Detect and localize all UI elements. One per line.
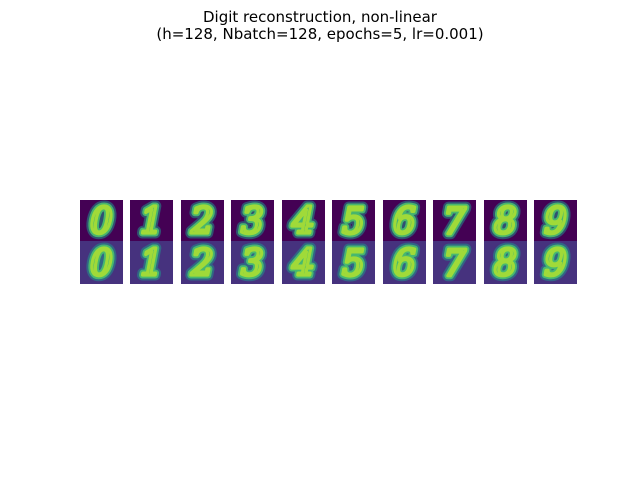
svg-text:2: 2 (190, 202, 214, 242)
svg-text:1: 1 (140, 244, 163, 285)
svg-text:0: 0 (90, 244, 113, 285)
svg-text:5: 5 (342, 202, 365, 242)
svg-text:3: 3 (241, 244, 264, 285)
svg-text:9: 9 (544, 244, 567, 285)
svg-text:5: 5 (342, 202, 365, 242)
svg-text:2: 2 (190, 244, 214, 285)
svg-text:1: 1 (140, 244, 163, 285)
svg-text:9: 9 (544, 202, 567, 242)
svg-text:7: 7 (443, 202, 466, 242)
svg-text:8: 8 (494, 244, 517, 285)
svg-text:3: 3 (241, 244, 264, 285)
svg-text:9: 9 (544, 244, 567, 285)
svg-text:7: 7 (443, 202, 466, 242)
svg-text:1: 1 (140, 202, 163, 242)
svg-text:0: 0 (90, 202, 113, 242)
svg-text:9: 9 (544, 202, 567, 242)
svg-text:3: 3 (241, 244, 264, 285)
svg-text:1: 1 (140, 202, 163, 242)
svg-text:2: 2 (190, 244, 214, 285)
svg-text:0: 0 (90, 244, 113, 285)
svg-text:5: 5 (342, 202, 365, 242)
svg-text:4: 4 (291, 202, 315, 242)
svg-text:7: 7 (443, 244, 466, 285)
svg-text:8: 8 (494, 202, 517, 242)
svg-text:7: 7 (443, 244, 466, 285)
svg-text:6: 6 (393, 202, 416, 242)
svg-text:8: 8 (494, 244, 517, 285)
svg-text:3: 3 (241, 202, 264, 242)
figure-title-line2: (h=128, Nbatch=128, epochs=5, lr=0.001) (156, 25, 484, 43)
svg-text:6: 6 (393, 202, 416, 242)
svg-text:2: 2 (190, 244, 214, 285)
svg-text:2: 2 (190, 202, 214, 242)
svg-text:0: 0 (90, 202, 113, 242)
svg-text:4: 4 (291, 202, 315, 242)
svg-text:4: 4 (291, 202, 315, 242)
svg-text:0: 0 (90, 244, 113, 285)
svg-text:3: 3 (241, 202, 264, 242)
svg-text:2: 2 (190, 202, 214, 242)
svg-text:3: 3 (241, 202, 264, 242)
svg-text:8: 8 (494, 202, 517, 242)
svg-text:6: 6 (393, 244, 416, 285)
svg-text:4: 4 (291, 244, 315, 285)
svg-text:7: 7 (443, 244, 466, 285)
svg-text:7: 7 (443, 202, 466, 242)
figure-title-line1: Digit reconstruction, non-linear (203, 8, 437, 26)
svg-text:1: 1 (140, 244, 163, 285)
svg-text:8: 8 (494, 244, 517, 285)
svg-text:4: 4 (291, 244, 315, 285)
svg-text:5: 5 (342, 244, 365, 285)
svg-text:8: 8 (494, 202, 517, 242)
svg-text:5: 5 (342, 244, 365, 285)
svg-text:0: 0 (90, 202, 113, 242)
svg-text:9: 9 (544, 244, 567, 285)
svg-text:6: 6 (393, 244, 416, 285)
svg-text:6: 6 (393, 244, 416, 285)
svg-text:5: 5 (342, 244, 365, 285)
svg-text:1: 1 (140, 202, 163, 242)
svg-text:9: 9 (544, 202, 567, 242)
svg-text:6: 6 (393, 202, 416, 242)
svg-text:4: 4 (291, 244, 315, 285)
